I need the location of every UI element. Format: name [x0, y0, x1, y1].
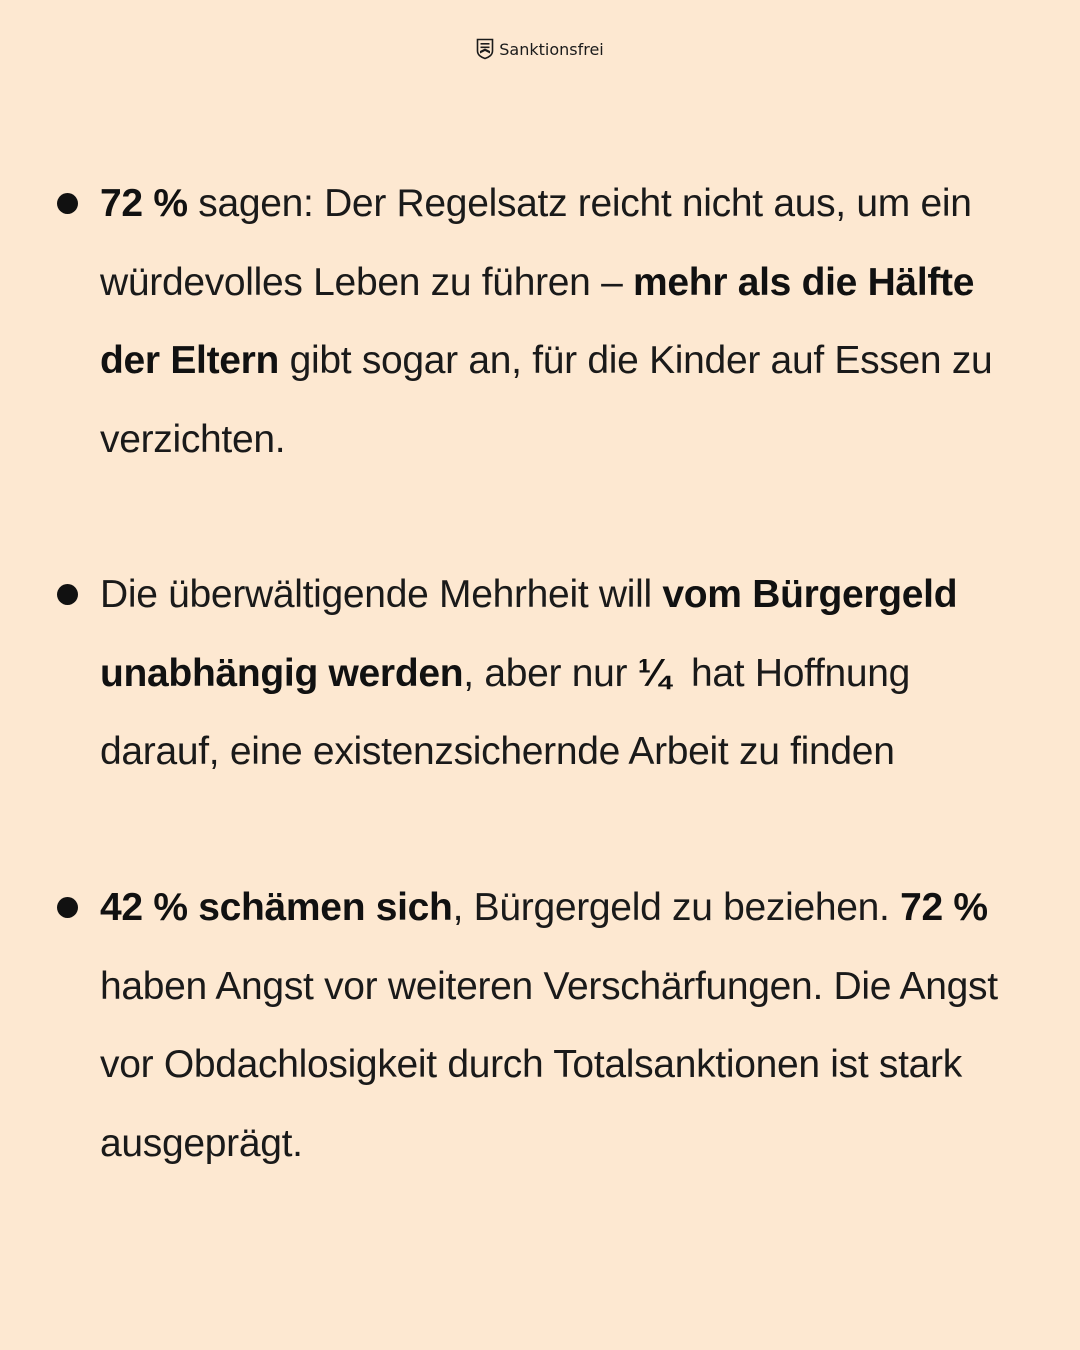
bullet-2-text-end: hat Hoffnung darauf, eine existenzsicher…: [100, 651, 921, 774]
bullet-3-text-end: haben Angst vor weiteren Verschärfungen.…: [100, 964, 998, 1165]
bullet-dot: [57, 193, 78, 214]
bullet-1-text: sagen: Der Regelsatz reicht nicht aus, u…: [100, 182, 972, 304]
bullet-2-text-mid: , aber nur: [463, 651, 638, 695]
bullet-item-regelsatz: 72 % sagen: Der Regelsatz reicht nicht a…: [57, 165, 1005, 479]
bullet-3-bold-percent: 72 %: [900, 886, 988, 929]
bullet-2-text: Die überwältigende Mehrheit will: [100, 573, 663, 616]
bullet-1-bold-eltern: mehr als die Hälfte der Eltern: [100, 260, 975, 383]
bullet-1-text-end: gibt sogar an, für die Kinder auf Essen …: [100, 339, 993, 461]
bullet-2-bold-unabhaengig: vom Bürgergeld unabhängig werden: [100, 573, 958, 695]
bullet-dot: [57, 584, 78, 605]
bullet-3-text: , Bürgergeld zu beziehen.: [452, 886, 901, 929]
bullet-dot: [57, 897, 78, 918]
bullet-1-bold-percent: 72 %: [100, 182, 188, 225]
bullet-2-bold-fraction: ¼: [637, 651, 671, 695]
bullet-3-bold-schaemen: 42 % schämen sich: [100, 886, 453, 929]
brand-header: Sanktionsfrei: [0, 38, 1080, 60]
shield-logo-icon: [476, 38, 494, 60]
bullet-item-scham: 42 % schämen sich, Bürgergeld zu beziehe…: [57, 869, 1005, 1183]
bullet-item-unabhaengig: Die überwältigende Mehrheit will vom Bür…: [57, 556, 1005, 792]
brand-name: Sanktionsfrei: [499, 39, 604, 59]
